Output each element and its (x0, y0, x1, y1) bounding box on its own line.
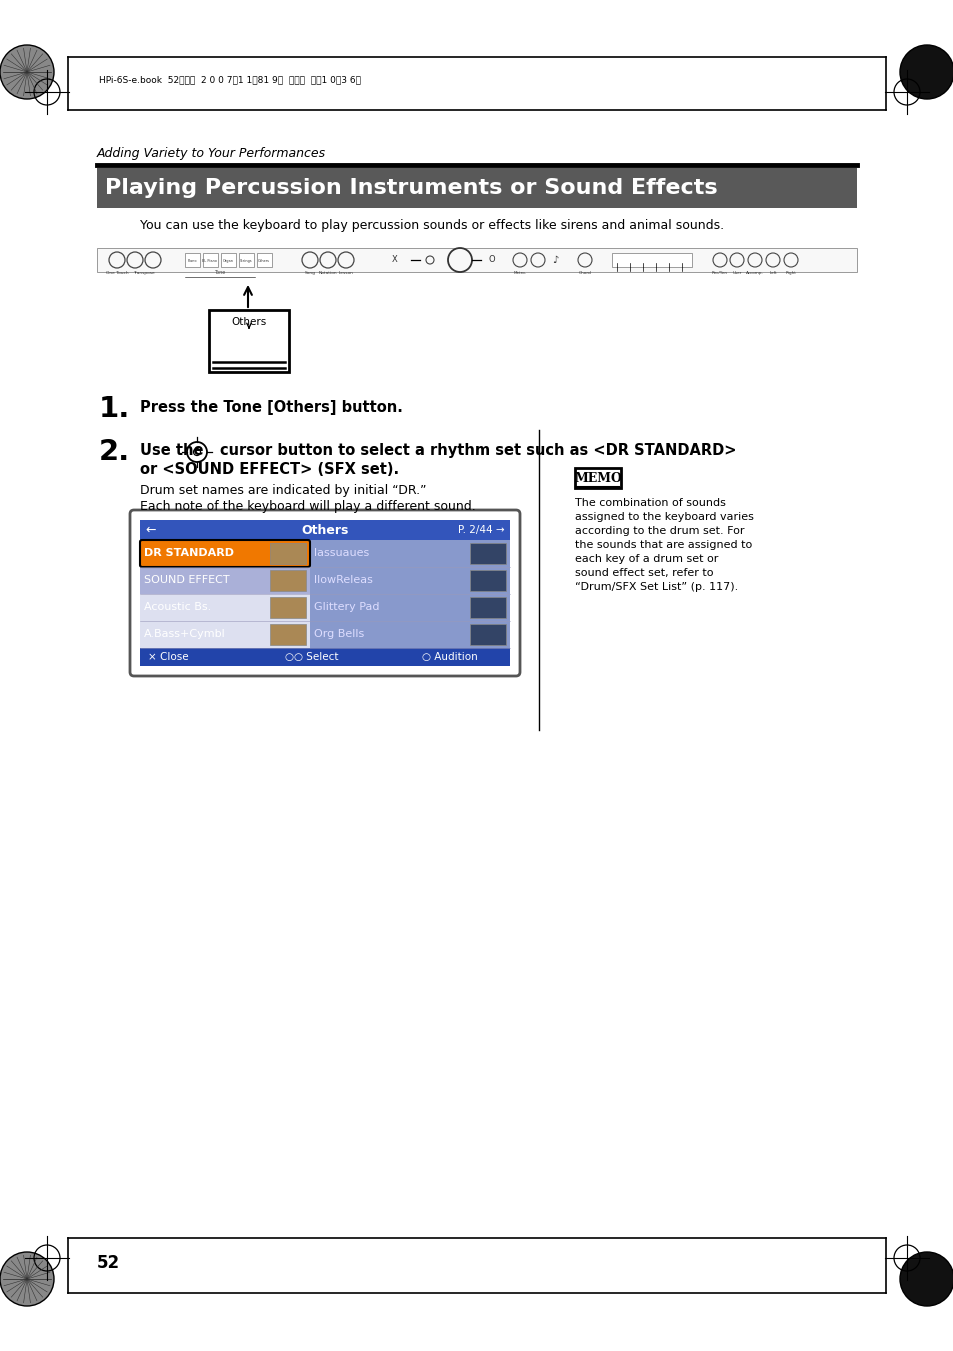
Bar (310, 594, 510, 621)
Text: A.Bass+Cymbl: A.Bass+Cymbl (144, 630, 226, 639)
Text: EL Piano: EL Piano (202, 259, 217, 263)
Text: The combination of sounds
assigned to the keyboard varies
according to the drum : The combination of sounds assigned to th… (575, 499, 753, 592)
Text: User: User (732, 272, 740, 276)
Text: One Touch: One Touch (106, 272, 128, 276)
Text: SOUND EFFECT: SOUND EFFECT (144, 576, 230, 585)
Bar (140, 648, 510, 666)
Bar (140, 520, 510, 540)
Bar (209, 309, 289, 372)
Bar (470, 543, 505, 563)
FancyBboxPatch shape (130, 509, 519, 676)
Text: DR STANDARD: DR STANDARD (144, 549, 233, 558)
Bar (575, 467, 620, 488)
Bar (270, 624, 306, 644)
Text: Notation: Notation (318, 272, 337, 276)
Bar (185, 253, 200, 267)
Circle shape (0, 45, 54, 99)
Bar (310, 567, 510, 594)
Text: ←: ← (145, 523, 155, 536)
Text: HPi-6S-e.book  52ページ  2 0 0 7年1 1月81 9日  月曜日  午前1 0晎3 6分: HPi-6S-e.book 52ページ 2 0 0 7年1 1月81 9日 月曜… (99, 76, 360, 85)
Text: Accomp.: Accomp. (745, 272, 763, 276)
Bar (256, 253, 272, 267)
Text: Glittery Pad: Glittery Pad (314, 603, 379, 612)
Text: ♪: ♪ (551, 255, 558, 265)
Text: or <SOUND EFFECT> (SFX set).: or <SOUND EFFECT> (SFX set). (140, 462, 398, 477)
Bar (470, 624, 505, 644)
Bar (140, 594, 510, 621)
Text: × Close: × Close (148, 653, 189, 662)
Text: Chord: Chord (578, 272, 591, 276)
Text: Strings: Strings (239, 259, 252, 263)
Text: 1.: 1. (99, 394, 131, 423)
Text: 52: 52 (97, 1254, 120, 1273)
Bar (310, 621, 510, 648)
Bar (97, 168, 856, 208)
Text: Rec/Yen: Rec/Yen (711, 272, 727, 276)
Bar (470, 570, 505, 590)
Text: Press the Tone [Others] button.: Press the Tone [Others] button. (140, 400, 402, 415)
Bar (270, 543, 306, 563)
Text: Left: Left (768, 272, 776, 276)
Text: ○○ Select: ○○ Select (285, 653, 338, 662)
Text: MEMO: MEMO (574, 471, 621, 485)
Text: Lesson: Lesson (338, 272, 353, 276)
Text: Others: Others (257, 259, 270, 263)
Text: Each note of the keyboard will play a different sound.: Each note of the keyboard will play a di… (140, 500, 476, 513)
Bar (140, 540, 510, 567)
Text: Song: Song (304, 272, 315, 276)
Text: Others: Others (301, 523, 349, 536)
Text: You can use the keyboard to play percussion sounds or effects like sirens and an: You can use the keyboard to play percuss… (140, 219, 723, 231)
Bar (270, 570, 306, 590)
Text: Drum set names are indicated by initial “DR.”: Drum set names are indicated by initial … (140, 484, 426, 497)
Text: llowReleas: llowReleas (314, 576, 373, 585)
Text: Adding Variety to Your Performances: Adding Variety to Your Performances (97, 146, 326, 159)
Bar (310, 540, 510, 567)
Circle shape (899, 1252, 953, 1306)
Bar (470, 597, 505, 617)
Bar (140, 520, 510, 666)
Text: lassuaues: lassuaues (314, 549, 369, 558)
Text: O: O (488, 255, 495, 265)
Bar (140, 567, 510, 594)
Text: P. 2/44 →: P. 2/44 → (457, 526, 504, 535)
Text: ○ Audition: ○ Audition (421, 653, 477, 662)
Text: X: X (392, 255, 397, 265)
Text: Tone: Tone (214, 270, 226, 276)
Text: Acoustic Bs.: Acoustic Bs. (144, 603, 211, 612)
Text: cursor button to select a rhythm set such as <DR STANDARD>: cursor button to select a rhythm set suc… (220, 443, 736, 458)
Bar (239, 253, 253, 267)
Text: Metro.: Metro. (513, 272, 526, 276)
Bar (97, 249, 856, 272)
Circle shape (0, 1252, 54, 1306)
Text: Right: Right (784, 272, 796, 276)
Bar (612, 253, 691, 267)
Text: Use the: Use the (140, 443, 203, 458)
Bar (203, 253, 218, 267)
Text: Org Bells: Org Bells (314, 630, 364, 639)
Bar (270, 597, 306, 617)
Text: Transpose: Transpose (133, 272, 154, 276)
Text: Organ: Organ (222, 259, 233, 263)
Bar (221, 253, 235, 267)
Text: Others: Others (232, 317, 266, 327)
Text: Piano: Piano (187, 259, 196, 263)
Text: Playing Percussion Instruments or Sound Effects: Playing Percussion Instruments or Sound … (105, 178, 717, 199)
Circle shape (899, 45, 953, 99)
Text: 2.: 2. (99, 438, 131, 466)
Bar (140, 621, 510, 648)
